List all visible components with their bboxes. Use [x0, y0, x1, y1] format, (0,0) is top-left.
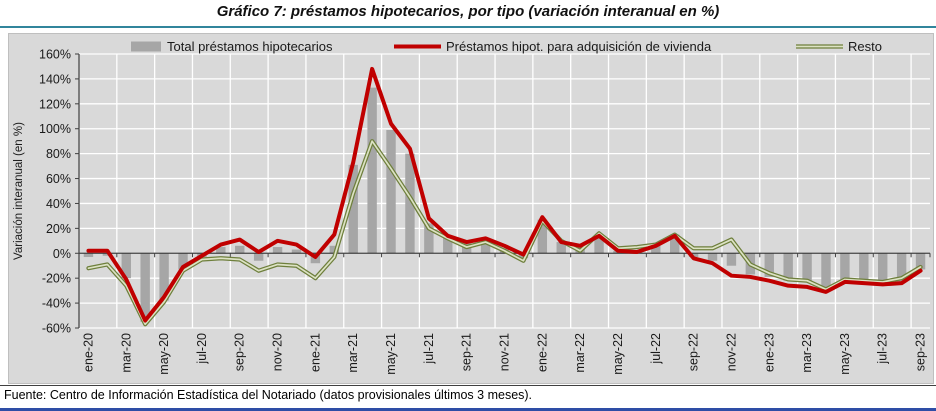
x-tick-label: jul-20 — [195, 333, 209, 365]
bar — [386, 129, 396, 254]
resto-line — [86, 139, 923, 327]
x-tick-label: mar-21 — [346, 333, 360, 373]
legend-label-total: Total préstamos hipotecarios — [167, 39, 333, 54]
x-tick-label: mar-20 — [119, 333, 133, 373]
bar — [670, 234, 680, 254]
bar — [821, 253, 831, 291]
bar — [896, 253, 907, 282]
x-tick-label: sep-23 — [914, 333, 928, 371]
bar — [140, 253, 150, 322]
bar — [443, 237, 453, 254]
y-tick-label: -60% — [42, 322, 71, 336]
x-tick-label: ene-22 — [535, 333, 549, 372]
x-axis-labels: ene-20 mar-20 may-20 jul-20 sep-20 nov-20 ene-… — [81, 333, 927, 375]
x-axis — [79, 252, 931, 258]
source-footer: Fuente: Centro de Información Estadístic… — [0, 385, 936, 411]
legend: Total préstamos hipotecarios Préstamos hi… — [131, 39, 882, 54]
bar — [405, 153, 415, 254]
title-underline — [0, 26, 936, 28]
bar — [102, 253, 113, 256]
x-tick-label: may-22 — [611, 333, 625, 375]
chart-canvas: 160% 140% 120% 100% 80% 60% 40% 20% 0% -20% -40% -6… — [13, 39, 931, 375]
x-tick-label: may-23 — [838, 333, 852, 375]
x-tick-label: mar-22 — [573, 333, 587, 373]
x-tick-label: may-20 — [157, 333, 171, 375]
bar — [121, 253, 131, 279]
y-tick-label: 120% — [39, 97, 71, 111]
y-tick-label: 140% — [39, 72, 71, 86]
x-tick-label: ene-21 — [308, 333, 322, 372]
bar — [178, 253, 188, 270]
bar — [329, 245, 339, 254]
y-axis: 160% 140% 120% 100% 80% 60% 40% 20% 0% -20% -40% -6… — [39, 48, 80, 336]
bar — [556, 242, 566, 254]
bar — [235, 245, 245, 254]
bar — [216, 247, 226, 254]
y-tick-label: 100% — [39, 122, 71, 136]
bar — [859, 253, 869, 282]
y-tick-label: 0% — [53, 247, 71, 261]
y-tick-label: 60% — [46, 172, 71, 186]
bar — [367, 87, 377, 254]
y-tick-label: 80% — [46, 147, 71, 161]
y-tick-label: -40% — [42, 297, 71, 311]
x-tick-label: jul-21 — [422, 333, 436, 365]
bar — [537, 219, 548, 254]
bar — [83, 253, 94, 258]
y-tick-label: 20% — [46, 222, 71, 236]
bar — [688, 253, 699, 258]
bar — [253, 253, 264, 261]
bar — [594, 235, 604, 254]
y-tick-label: 40% — [46, 197, 71, 211]
y-tick-label: 160% — [39, 48, 71, 62]
x-tick-label: nov-21 — [498, 333, 512, 371]
vivienda-line — [86, 66, 923, 323]
bar — [480, 239, 491, 254]
gridlines — [79, 53, 930, 329]
bar — [802, 253, 812, 282]
bar — [915, 253, 926, 270]
x-tick-label: nov-22 — [724, 333, 738, 371]
bar — [272, 247, 283, 254]
source-note: Fuente: Centro de Información Estadístic… — [4, 388, 533, 402]
x-tick-label: sep-20 — [233, 333, 247, 371]
bar — [424, 223, 434, 254]
bar — [764, 253, 774, 277]
x-tick-label: ene-23 — [762, 333, 776, 372]
x-tick-label: jul-22 — [649, 333, 663, 365]
bar — [348, 164, 358, 254]
bar — [159, 253, 169, 301]
bar — [840, 253, 850, 281]
bar — [707, 253, 718, 261]
footer-underline — [0, 408, 936, 411]
bar — [291, 249, 302, 254]
chart-area: 160% 140% 120% 100% 80% 60% 40% 20% 0% -20% -40% -6… — [8, 33, 934, 384]
bar — [726, 253, 737, 266]
x-tick-label: sep-22 — [687, 333, 701, 371]
x-tick-label: mar-23 — [800, 333, 814, 373]
bar — [878, 253, 888, 284]
x-tick-label: nov-20 — [271, 333, 285, 371]
y-axis-title: Variación interanual (en %) — [13, 122, 25, 260]
x-tick-label: ene-20 — [81, 333, 95, 372]
bar — [783, 253, 793, 281]
legend-label-resto: Resto — [848, 39, 882, 54]
legend-swatch-total — [131, 41, 161, 52]
x-tick-label: may-21 — [384, 333, 398, 375]
chart-title: Gráfico 7: préstamos hipotecarios, por t… — [216, 3, 720, 20]
bars-total-series — [83, 87, 926, 322]
x-tick-label: jul-23 — [876, 333, 890, 365]
y-tick-label: -20% — [42, 272, 71, 286]
legend-label-vivienda: Préstamos hipot. para adquisición de viv… — [446, 39, 712, 54]
x-tick-label: sep-21 — [460, 333, 474, 371]
bar — [651, 245, 661, 254]
